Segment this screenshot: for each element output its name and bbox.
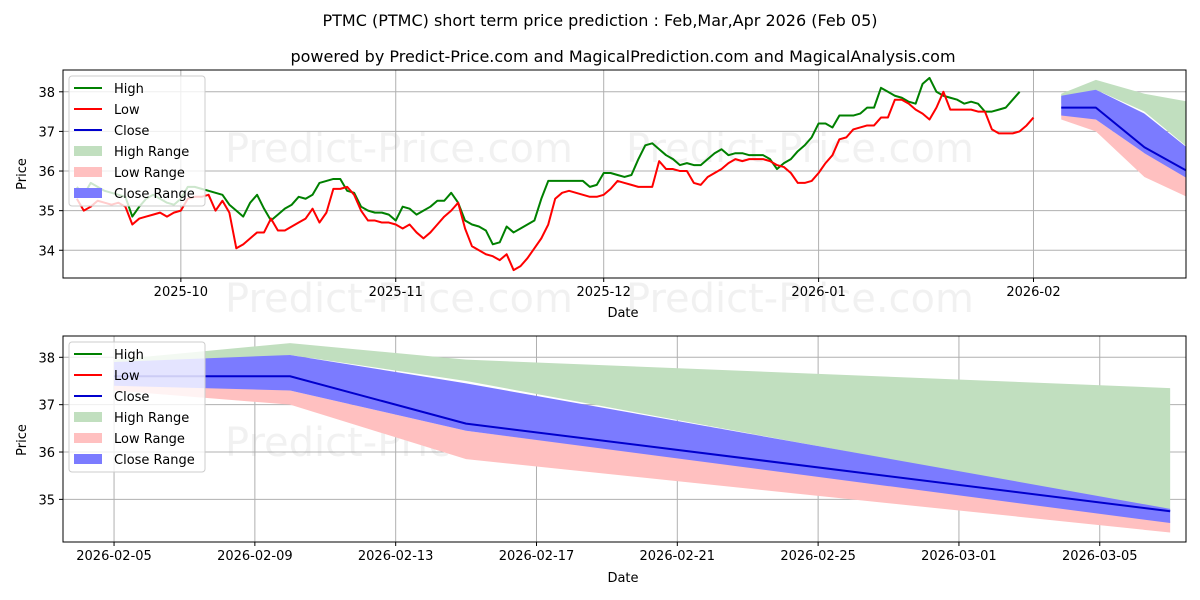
legend: High Low Close High Range Low Range Clos… [68, 341, 206, 473]
x-tick-label: 2026-02 [1006, 285, 1060, 300]
x-tick-label: 2026-01 [791, 285, 845, 300]
low-series-line [76, 90, 1035, 272]
close-forecast-line [1061, 106, 1186, 172]
x-tick-label: 2026-02-25 [780, 549, 856, 564]
y-tick-label: 38 [38, 86, 55, 101]
high-range-band [1061, 79, 1186, 147]
watermark-text: Predict-Price.com [626, 276, 974, 322]
x-axis-label: Date [607, 571, 638, 586]
y-tick-label: 37 [38, 399, 55, 414]
low-range-band [114, 378, 1171, 533]
low-range-band [1061, 109, 1186, 197]
y-tick-label: 36 [38, 446, 55, 461]
chart-title: PTMC (PTMC) short term price prediction … [323, 11, 878, 30]
plot-frame [62, 69, 1187, 279]
legend-low-label: Low [114, 103, 140, 118]
legend-high-range-label: High Range [114, 145, 189, 160]
close-range-band [114, 354, 1171, 524]
x-tick-label: 2026-02-17 [499, 549, 575, 564]
grid-lines [63, 70, 1186, 278]
y-axis-label: Price [15, 424, 30, 456]
legend-close-range-label: Close Range [114, 453, 195, 468]
high-range-band [114, 343, 1171, 512]
axis-ticks: 2026-02-05 2026-02-09 2026-02-13 2026-02-17… [38, 351, 1137, 564]
x-tick-label: 2026-02-21 [640, 549, 716, 564]
legend-low-range-label: Low Range [114, 432, 185, 447]
legend-close-label: Close [114, 124, 149, 139]
legend-close-range-label: Close Range [114, 187, 195, 202]
legend-high-range-label: High Range [114, 411, 189, 426]
x-tick-label: 2026-03-01 [921, 549, 997, 564]
legend-frame [68, 75, 206, 207]
legend: High Low Close High Range Low Range Clos… [68, 75, 206, 207]
close-range-band [1061, 89, 1186, 178]
legend-low-label: Low [114, 369, 140, 384]
legend-low-range-swatch [74, 167, 102, 177]
watermark-text: Predict-Price.com [225, 276, 573, 322]
y-tick-label: 37 [38, 125, 55, 140]
legend-frame [68, 341, 206, 473]
legend-low-range-label: Low Range [114, 166, 185, 181]
y-tick-label: 35 [38, 205, 55, 220]
y-tick-label: 35 [38, 493, 55, 508]
x-tick-label: 2026-02-13 [358, 549, 434, 564]
legend-close-label: Close [114, 390, 149, 405]
chart-subtitle: powered by Predict-Price.com and Magical… [290, 47, 955, 66]
series-lines [76, 76, 1186, 272]
legend-high-label: High [114, 82, 144, 97]
x-axis-label: Date [607, 306, 638, 321]
y-tick-label: 38 [38, 351, 55, 366]
forecast-ranges [114, 343, 1171, 533]
plot-frame [62, 335, 1187, 543]
x-tick-label: 2026-02-05 [76, 549, 152, 564]
axis-ticks: 2025-10 2025-11 2025-12 2026-01 2026-02 34 35 3… [38, 86, 1060, 300]
watermark-text: Predict-Price.com [225, 126, 573, 172]
legend-high-label: High [114, 348, 144, 363]
x-tick-label: 2026-03-05 [1062, 549, 1138, 564]
x-tick-label: 2025-11 [369, 285, 423, 300]
y-tick-label: 36 [38, 165, 55, 180]
legend-low-range-swatch [74, 433, 102, 443]
high-series-line [76, 76, 1021, 246]
x-tick-label: 2026-02-09 [217, 549, 293, 564]
forecast-panel: Predict-Price.com Predict-Price.com 2026… [15, 335, 1187, 586]
x-tick-label: 2025-10 [154, 285, 208, 300]
forecast-ranges [1061, 79, 1186, 197]
y-tick-label: 34 [38, 244, 55, 259]
legend-close-range-swatch [74, 188, 102, 198]
legend-high-range-swatch [74, 412, 102, 422]
legend-close-range-swatch [74, 454, 102, 464]
legend-high-range-swatch [74, 146, 102, 156]
x-tick-label: 2025-12 [577, 285, 631, 300]
y-axis-label: Price [15, 158, 30, 190]
